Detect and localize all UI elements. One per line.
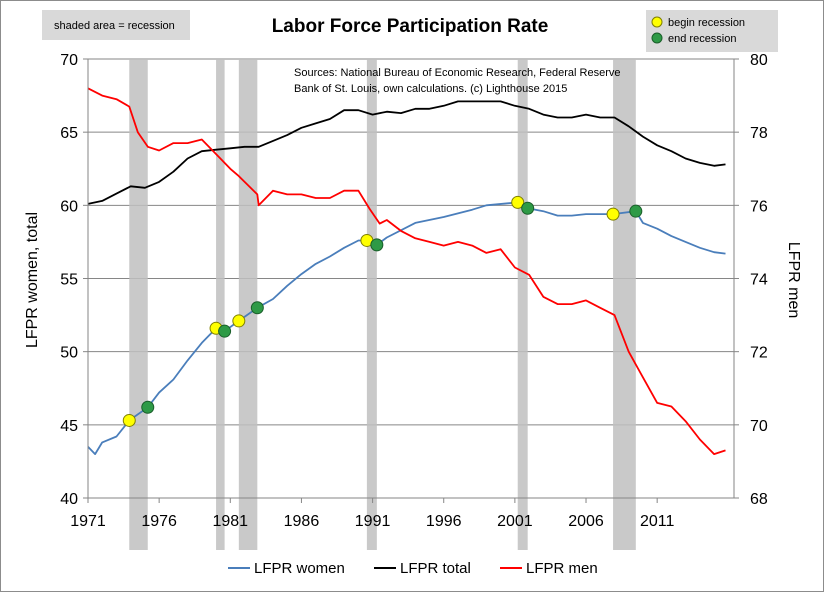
gridlines	[88, 58, 734, 499]
end-recession-marker	[521, 201, 535, 215]
y-left-tick-label: 55	[60, 272, 78, 289]
tick-labels: 1971 1976 1981 1986 1991 1996 2001 2006 2011 40 45…	[60, 52, 768, 530]
y-left-axis-title: LFPR women, total	[24, 212, 41, 348]
x-tick-label: 1986	[284, 513, 320, 530]
recession-band	[216, 59, 225, 550]
end-recession-marker	[141, 400, 155, 414]
begin-recession-legend-label: begin recession	[668, 17, 745, 29]
shaded-note: shaded area = recession	[54, 20, 175, 32]
x-tick-label: 2011	[640, 513, 675, 530]
series-line-lfpr-total	[87, 100, 726, 205]
recession-band	[366, 59, 377, 550]
series-line-lfpr-men	[87, 87, 726, 455]
recession-band	[613, 59, 636, 550]
recession-markers	[122, 195, 643, 427]
end-recession-marker	[250, 301, 264, 315]
y-left-tick-label: 70	[60, 52, 78, 69]
end-recession-marker	[218, 324, 232, 338]
end-recession-legend-label: end recession	[668, 33, 737, 45]
legend-label-men: LFPR men	[526, 560, 598, 577]
end-recession-marker	[370, 238, 384, 252]
y-left-tick-label: 60	[60, 198, 78, 215]
legend-label-women: LFPR women	[254, 560, 345, 577]
x-tick-label: 1981	[212, 513, 248, 530]
y-right-axis-title: LFPR men	[785, 242, 802, 318]
begin-recession-marker	[232, 314, 246, 328]
y-right-tick-label: 80	[750, 52, 768, 69]
marker-legend-box	[646, 10, 778, 52]
source-line-2: Bank of St. Louis, own calculations. (c)…	[294, 83, 567, 95]
x-tick-label: 2006	[568, 513, 604, 530]
x-tick-label: 1971	[70, 513, 106, 530]
source-line-1: Sources: National Bureau of Economic Res…	[294, 67, 621, 79]
begin-recession-marker	[511, 195, 525, 209]
begin-recession-legend-marker	[651, 16, 663, 28]
y-right-tick-label: 72	[750, 345, 768, 362]
x-tick-label: 1976	[141, 513, 177, 530]
y-right-tick-label: 70	[750, 418, 768, 435]
axes	[83, 58, 739, 503]
begin-recession-marker	[606, 207, 620, 221]
y-left-tick-label: 65	[60, 125, 78, 142]
y-right-tick-label: 76	[750, 198, 768, 215]
y-left-tick-label: 40	[60, 491, 78, 508]
recession-band	[129, 59, 148, 550]
begin-recession-marker	[122, 413, 136, 427]
end-recession-marker	[629, 204, 643, 218]
y-right-tick-label: 68	[750, 491, 768, 508]
x-tick-label: 1996	[426, 513, 462, 530]
chart-title: Labor Force Participation Rate	[272, 16, 549, 37]
end-recession-legend-marker	[651, 32, 663, 44]
x-tick-label: 1991	[355, 513, 391, 530]
y-right-tick-label: 74	[750, 272, 768, 289]
y-left-tick-label: 50	[60, 345, 78, 362]
x-tick-label: 2001	[497, 513, 533, 530]
legend-label-total: LFPR total	[400, 560, 471, 577]
shaded-note-box	[42, 10, 190, 40]
y-right-tick-label: 78	[750, 125, 768, 142]
y-left-tick-label: 45	[60, 418, 78, 435]
recession-band	[517, 59, 528, 550]
